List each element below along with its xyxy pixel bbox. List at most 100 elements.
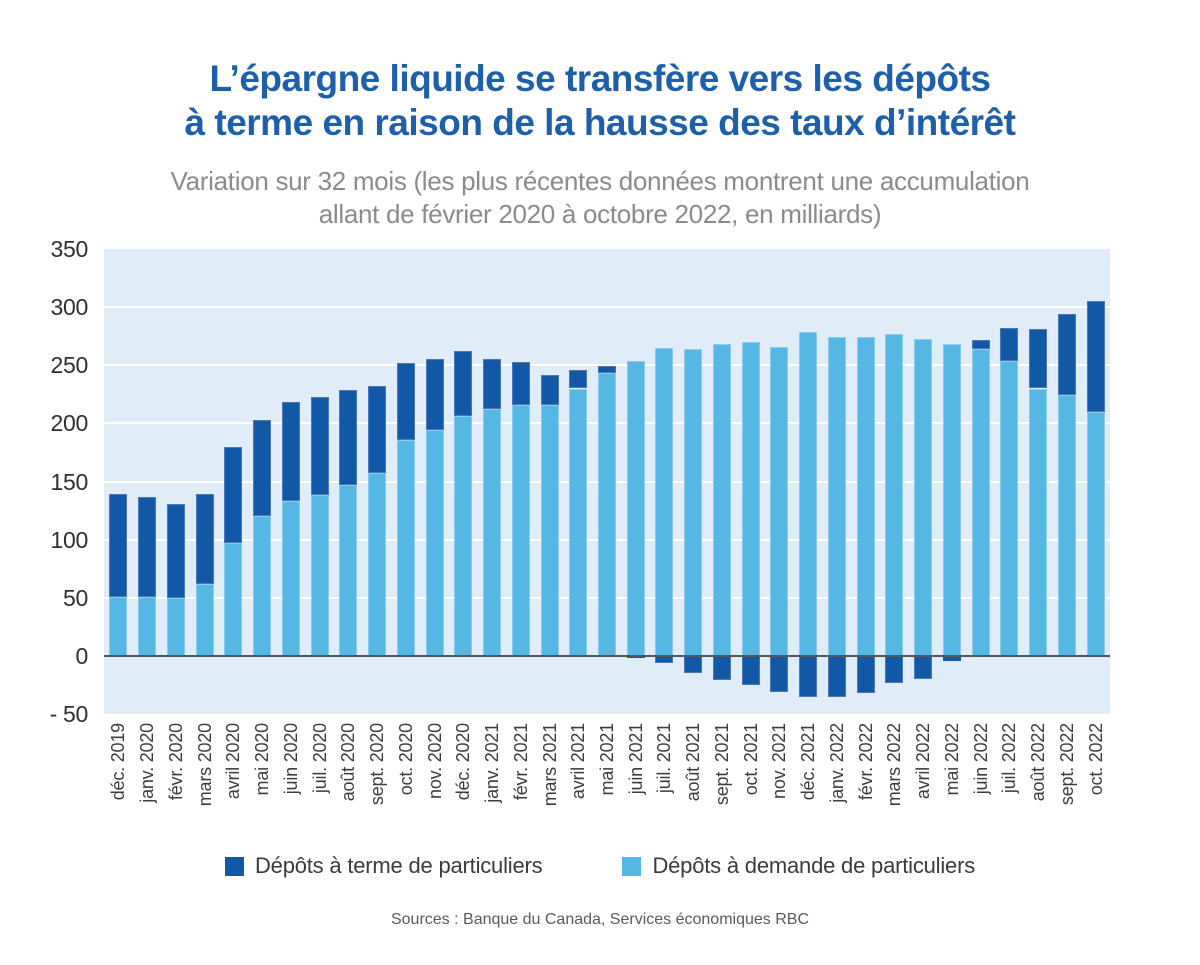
y-tick-label: - 50 — [49, 701, 89, 727]
x-tick-label: mars 2022 — [884, 723, 905, 807]
bar-segment-term — [626, 655, 645, 659]
y-tick-label: 100 — [50, 526, 89, 553]
bar-segment-term — [454, 351, 473, 417]
bar-segment-demand — [799, 331, 818, 656]
bar-segment-demand — [598, 373, 616, 656]
bar-segment-demand — [971, 348, 990, 656]
x-tick-label: mars 2021 — [539, 723, 560, 807]
x-tick-label: oct. 2022 — [1085, 723, 1106, 796]
y-tick-label: 250 — [50, 352, 89, 379]
bar-segment-demand — [914, 338, 933, 656]
bar-segment-term — [224, 446, 243, 544]
bar-segment-term — [166, 503, 185, 598]
x-tick-label: janv. 2021 — [482, 723, 503, 803]
page-title: L’épargne liquide se transfère vers les … — [0, 57, 1200, 145]
y-tick-label: 150 — [50, 468, 89, 495]
bar-segment-term — [511, 361, 530, 405]
x-tick-label: oct. 2020 — [395, 723, 416, 796]
bar-segment-demand — [483, 409, 502, 656]
bar-segment-demand — [626, 360, 645, 656]
x-tick-label: févr. 2020 — [165, 723, 186, 801]
plot-area — [104, 249, 1110, 714]
bar-segment-term — [942, 655, 961, 661]
x-tick-label: août 2022 — [1028, 723, 1049, 802]
bar-segment-demand — [310, 495, 329, 656]
y-tick-label: 50 — [63, 584, 88, 611]
x-tick-label: févr. 2022 — [855, 723, 876, 801]
bar-segment-term — [281, 402, 300, 502]
bar-segment-demand — [138, 596, 157, 656]
bar-segment-term — [310, 396, 329, 496]
bar-segment-demand — [253, 516, 272, 656]
x-tick-label: juin 2021 — [625, 723, 646, 795]
bar-segment-demand — [540, 404, 559, 656]
bar-segment-demand — [1086, 411, 1105, 656]
bar-segment-term — [885, 655, 904, 683]
x-tick-label: juin 2022 — [970, 723, 991, 795]
bar-segment-demand — [770, 346, 789, 656]
x-tick-label: mai 2021 — [597, 723, 617, 796]
x-tick-label: sept. 2021 — [711, 723, 732, 806]
bar-segment-term — [1086, 301, 1105, 412]
x-tick-label: mai 2020 — [252, 723, 273, 796]
x-tick-label: nov. 2021 — [769, 723, 790, 799]
bar-segment-demand — [1029, 388, 1048, 656]
bar-segment-demand — [454, 416, 473, 656]
x-tick-label: sept. 2020 — [367, 723, 388, 806]
x-tick-label: oct. 2021 — [740, 723, 761, 796]
bar-segment-term — [741, 655, 760, 685]
y-tick-label: 0 — [75, 642, 89, 669]
bar-segment-demand — [396, 439, 415, 656]
x-tick-label: nov. 2020 — [424, 723, 445, 799]
bar-segment-term — [368, 386, 387, 474]
zero-axis-line — [104, 654, 1110, 657]
title-line-1: L’épargne liquide se transfère vers les … — [209, 58, 991, 99]
x-tick-label: déc. 2020 — [453, 723, 474, 801]
legend-item-demand: Dépôts à demande de particuliers — [622, 853, 975, 879]
x-tick-label: déc. 2021 — [798, 723, 819, 801]
y-tick-label: 300 — [50, 294, 89, 321]
x-tick-label: juil. 2022 — [999, 723, 1020, 794]
bar-segment-term — [1057, 314, 1076, 396]
bar-segment-term — [598, 366, 616, 374]
bar-segment-demand — [109, 596, 128, 656]
bar-segment-demand — [569, 388, 588, 656]
bars-layer — [104, 249, 1110, 714]
y-tick-label: 350 — [50, 236, 89, 262]
bar-segment-term — [540, 374, 559, 405]
x-tick-label: avril 2020 — [223, 723, 244, 800]
gridline — [104, 364, 1110, 367]
x-tick-label: sept. 2022 — [1056, 723, 1077, 806]
legend-label-demand: Dépôts à demande de particuliers — [652, 853, 976, 878]
bar-segment-term — [712, 655, 731, 681]
bar-segment-demand — [511, 404, 530, 656]
x-tick-label: juil. 2021 — [654, 723, 675, 794]
bar-segment-term — [1029, 329, 1048, 389]
y-tick-label: 200 — [50, 410, 89, 437]
legend: Dépôts à terme de particuliers Dépôts à … — [0, 853, 1200, 879]
chart-subtitle: Variation sur 32 mois (les plus récentes… — [0, 165, 1200, 231]
bar-segment-term — [770, 655, 789, 692]
title-line-2: à terme en raison de la hausse des taux … — [184, 102, 1016, 143]
x-tick-label: janv. 2020 — [137, 723, 158, 803]
gridline — [104, 306, 1110, 309]
bar-segment-demand — [166, 597, 185, 656]
bar-segment-demand — [281, 501, 300, 656]
x-tick-label: mai 2022 — [941, 723, 962, 796]
bar-segment-demand — [827, 337, 846, 656]
bar-segment-term — [569, 369, 588, 389]
subtitle-line-1: Variation sur 32 mois (les plus récentes… — [170, 166, 1030, 196]
bar-segment-term — [1000, 328, 1019, 361]
x-tick-label: juin 2020 — [280, 723, 301, 795]
bar-segment-term — [799, 655, 818, 697]
subtitle-line-2: allant de février 2020 à octobre 2022, e… — [318, 199, 882, 229]
x-tick-label: juil. 2020 — [309, 723, 330, 794]
bar-segment-demand — [885, 333, 904, 656]
x-tick-label: août 2021 — [683, 723, 704, 802]
y-axis-labels: 350 300 250 200 150 100 50 0 - 50 — [0, 0, 89, 965]
bar-segment-demand — [195, 583, 214, 656]
bar-segment-term — [396, 362, 415, 440]
bar-segment-term — [914, 655, 933, 680]
